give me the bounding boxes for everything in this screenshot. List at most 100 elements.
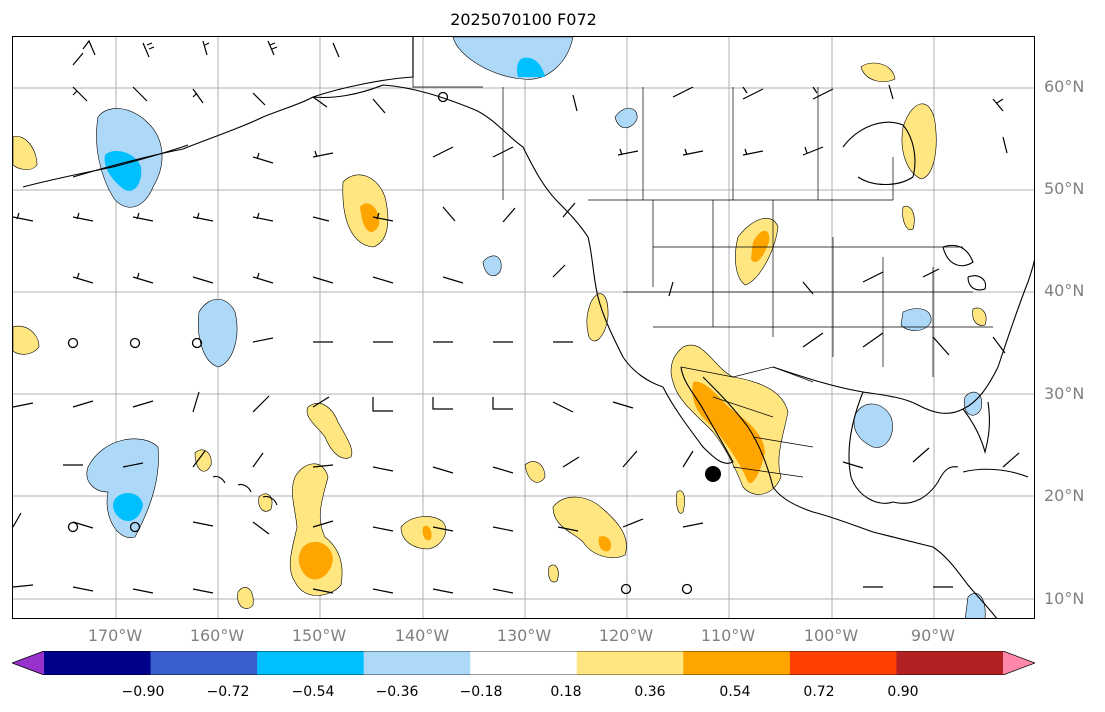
west-east-pacific-yellow (13, 325, 40, 355)
wind-barb (192, 88, 204, 104)
wind-barb (862, 271, 884, 283)
wind-barb (372, 466, 394, 472)
pacific-orange-b (298, 541, 333, 580)
colorbar-tick: 0.36 (634, 684, 666, 700)
wind-barb (612, 401, 634, 409)
wind-barb (492, 397, 513, 410)
wind-barb (13, 402, 34, 408)
great-lakes (942, 244, 987, 291)
wind-barb (442, 206, 456, 222)
map-panel[interactable] (12, 36, 1035, 619)
small-yellow-f (258, 493, 273, 512)
california-yellow (586, 293, 609, 342)
lon-label-170w: 170°W (87, 626, 143, 645)
wind-barb (912, 447, 930, 463)
wind-barb (622, 450, 638, 468)
colorbar-tick: 0.54 (719, 684, 751, 700)
wind-barb (132, 212, 154, 222)
pacific-yellow-d (552, 496, 627, 558)
calm-circle (129, 521, 141, 533)
colorbar-segment (257, 651, 365, 675)
small-yellow-b (676, 490, 685, 514)
lon-label-90w: 90°W (910, 626, 956, 645)
wind-barb (252, 521, 270, 535)
wind-barb (432, 397, 453, 410)
colorbar-tick: −0.72 (206, 684, 250, 700)
wind-barb (372, 276, 394, 284)
colorbar-tick: 0.18 (550, 684, 582, 700)
wind-barb (682, 522, 704, 528)
lat-label-30n: 30°N (1044, 384, 1085, 403)
lon-label-140w: 140°W (394, 626, 450, 645)
colorbar-segments (12, 651, 1035, 675)
wind-barb (192, 276, 214, 284)
wind-barb (312, 520, 334, 528)
colorbar-segment (44, 651, 152, 675)
aleutian-west-yellow (13, 136, 38, 170)
cuba (962, 468, 1029, 478)
wind-barb (742, 86, 764, 100)
wind-barb (312, 588, 334, 594)
wind-barb (562, 202, 576, 218)
calm-markers (67, 91, 693, 595)
wind-barb (1002, 452, 1020, 468)
colorbar-segment (363, 651, 471, 675)
pacific-orange-c (422, 525, 432, 541)
wind-barb (332, 42, 340, 58)
aleutian-chain (22, 144, 189, 188)
wind-barb (142, 42, 155, 58)
yucatan (892, 466, 959, 504)
wind-barb (202, 40, 210, 56)
wind-barb (442, 276, 464, 284)
hawaii-islands (212, 475, 278, 506)
coastlines (22, 37, 1034, 618)
wind-barbs (13, 39, 1020, 594)
colorbar-extend-low (12, 651, 44, 675)
wind-barb (13, 212, 34, 222)
pacific-orange-d (598, 536, 612, 552)
political-borders (412, 37, 993, 478)
small-yellow-a (524, 461, 546, 483)
lon-label-150w: 150°W (291, 626, 347, 645)
lon-label-120w: 120°W (598, 626, 654, 645)
wind-barb (192, 212, 214, 222)
wind-barb (372, 588, 394, 594)
map-title: 2025070100 F072 (450, 10, 597, 29)
wind-barb (13, 584, 34, 588)
colorbar-tick: −0.90 (121, 684, 165, 700)
lon-label-100w: 100°W (803, 626, 859, 645)
central-america (932, 546, 998, 618)
wind-barb (432, 526, 454, 532)
lon-label-160w: 160°W (189, 626, 245, 645)
calm-circle (67, 337, 79, 349)
calm-circle (67, 521, 79, 533)
caribbean-blue (964, 593, 986, 618)
colorbar-extend-high (1003, 651, 1035, 675)
canada-provinces (502, 87, 894, 200)
map-svg (13, 37, 1034, 618)
wind-barb (252, 272, 274, 284)
us-states (623, 200, 993, 377)
wind-barb (312, 464, 334, 468)
lat-label-60n: 60°N (1044, 77, 1085, 96)
wind-barb (992, 98, 1004, 112)
wind-barb (922, 268, 940, 278)
wind-barb (562, 456, 580, 468)
wind-barb (932, 336, 950, 356)
colorbar-tick: −0.54 (291, 684, 335, 700)
hawaii-north-blue (86, 438, 159, 538)
wind-barb (192, 588, 214, 594)
colorbar-segment (896, 651, 1004, 675)
wind-barb (192, 391, 200, 413)
pacific-yellow-a (306, 402, 353, 459)
rockies-orange (751, 230, 770, 263)
colorbar-tick: −0.18 (459, 684, 503, 700)
wind-barb (492, 146, 514, 158)
wind-barb (132, 588, 154, 594)
gulf-alaska-orange (360, 203, 380, 232)
hudson-bay (842, 121, 916, 186)
wind-barb (72, 39, 96, 66)
lat-label-10n: 10°N (1044, 589, 1085, 608)
wind-barb (682, 148, 704, 156)
wind-barb (312, 216, 330, 222)
